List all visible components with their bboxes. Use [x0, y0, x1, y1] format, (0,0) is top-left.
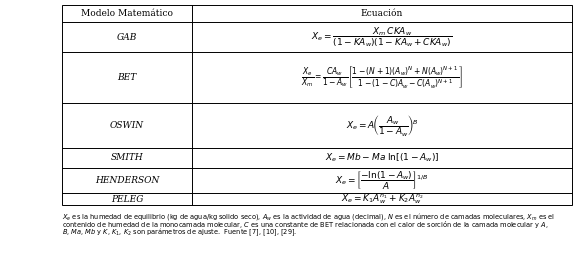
Text: $\mathit{X}_{e} = A\!\left(\dfrac{A_{w}}{1 - A_{w}}\right)^{\!B}$: $\mathit{X}_{e} = A\!\left(\dfrac{A_{w}}…	[346, 113, 418, 138]
Text: $\mathit{X}_{e} = Mb - Ma\ \ln\!\left[(1-A_{w})\right]$: $\mathit{X}_{e} = Mb - Ma\ \ln\!\left[(1…	[325, 152, 439, 164]
Text: Modelo Matemático: Modelo Matemático	[81, 9, 173, 18]
Text: $X_e$ es la humedad de equilibrio (kg de agua/kg solido seco), $A_w$ es la activ: $X_e$ es la humedad de equilibrio (kg de…	[62, 211, 555, 222]
Text: $\dfrac{\mathit{X}_{e}}{\mathit{X}_{m}} = \dfrac{CA_{w}}{1 - A_{w}}\left[\dfrac{: $\dfrac{\mathit{X}_{e}}{\mathit{X}_{m}} …	[301, 64, 463, 91]
Text: OSWIN: OSWIN	[110, 121, 144, 130]
Text: contenido de humedad de la monocamada molecular, $C$ es una constante de BET rel: contenido de humedad de la monocamada mo…	[62, 219, 549, 230]
Text: PELEG: PELEG	[111, 195, 143, 204]
Text: $\mathit{X}_{e} = K_{1}A_{w}^{n_{1}} + K_{2}A_{w}^{n_{2}}$: $\mathit{X}_{e} = K_{1}A_{w}^{n_{1}} + K…	[341, 192, 423, 206]
Text: Ecuación: Ecuación	[361, 9, 403, 18]
Text: HENDERSON: HENDERSON	[95, 176, 159, 185]
Bar	[62, 5, 572, 205]
Text: GAB: GAB	[117, 33, 137, 42]
Text: SMITH: SMITH	[111, 154, 143, 163]
Text: $B$, $Ma$, $Mb$ y $K$, $K_1$, $K_2$ son parámetros de ajuste.  Fuente [7], [10],: $B$, $Ma$, $Mb$ y $K$, $K_1$, $K_2$ son …	[62, 227, 297, 238]
Text: $\mathit{X}_{e} = \left[\dfrac{-\ln(1-A_{w})}{A}\right]^{1/B}$: $\mathit{X}_{e} = \left[\dfrac{-\ln(1-A_…	[335, 169, 429, 192]
Text: $\mathit{X}_{e} = \dfrac{\mathit{X}_{m}\,CKA_{w}}{(1 - KA_{w})(1 - KA_{w} + CKA_: $\mathit{X}_{e} = \dfrac{\mathit{X}_{m}\…	[311, 25, 452, 49]
Text: BET: BET	[117, 73, 137, 82]
